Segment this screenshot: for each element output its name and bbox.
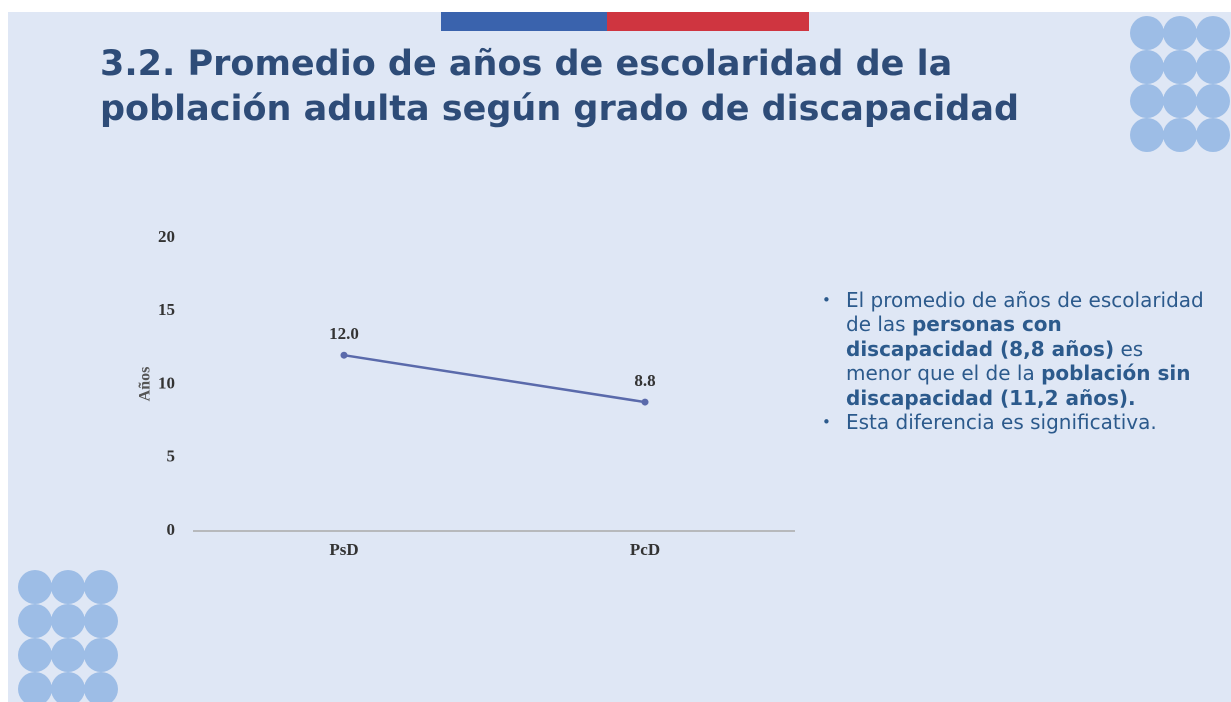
bullet: Esta diferencia es significativa. [822, 410, 1210, 435]
slide-title: 3.2. Promedio de años de escolaridad de … [100, 44, 1020, 129]
y-tick-label: 10 [158, 373, 175, 392]
bold-text: personas con discapacidad (8,8 años) [846, 312, 1115, 361]
y-tick-label: 5 [167, 447, 176, 466]
y-tick-label: 0 [167, 520, 176, 539]
bullet-list: El promedio de años de escolaridad de la… [820, 288, 1210, 435]
flag-red [607, 12, 809, 31]
point [641, 398, 649, 406]
text: es menor que el de la [846, 336, 1144, 386]
text: Esta diferencia es significativa. [846, 410, 1157, 435]
y-tick-label: 15 [158, 300, 175, 319]
edge [0, 0, 8, 702]
x-tick-label: PcD [630, 540, 660, 559]
data-label: 12.0 [329, 324, 359, 343]
bullet: El promedio de años de escolaridad de la… [822, 288, 1210, 410]
flag-blue [441, 12, 607, 31]
y-tick-label: 20 [158, 227, 175, 246]
y-axis-label: Años [137, 367, 154, 402]
x-tick-label: PsD [329, 540, 358, 559]
decoration-top [1130, 16, 1230, 152]
bold-text: población sin discapacidad (11,2 años). [846, 361, 1191, 410]
data-label: 8.8 [634, 371, 655, 390]
line [343, 353, 646, 404]
text: El promedio de años de escolaridad de la… [846, 288, 1204, 337]
point [340, 351, 348, 359]
decoration-bottom [18, 570, 118, 702]
